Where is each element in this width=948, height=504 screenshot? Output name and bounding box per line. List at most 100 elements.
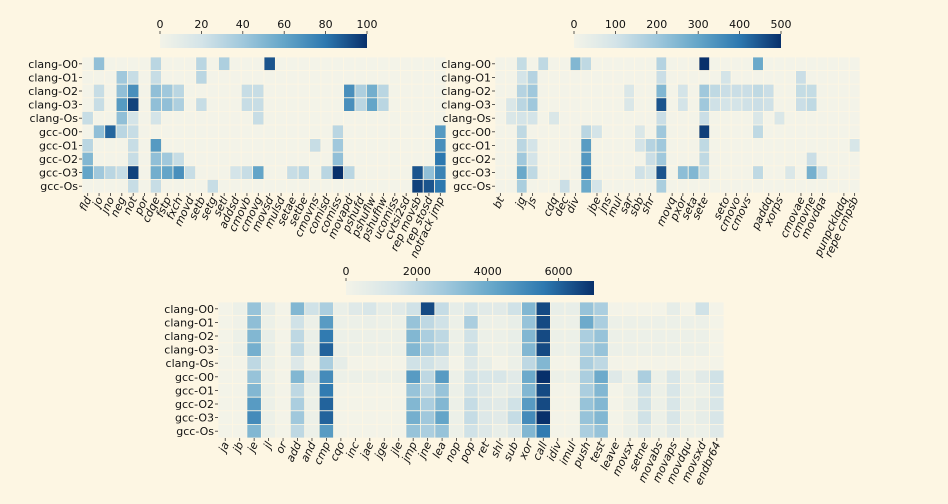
- heatmap-cell: [434, 138, 447, 153]
- heatmap-cell: [506, 355, 523, 371]
- heatmap-cell: [286, 83, 299, 99]
- heatmap-cell: [434, 165, 447, 180]
- heatmap-cell: [217, 396, 233, 412]
- heatmap-cell: [172, 70, 185, 85]
- heatmap-cell: [580, 151, 593, 167]
- heatmap-cell: [680, 423, 696, 439]
- heatmap-cell: [655, 111, 668, 126]
- heatmap-cell: [419, 315, 436, 330]
- heatmap-cell: [795, 124, 807, 140]
- heatmap-cell: [362, 423, 378, 439]
- heatmap-cell: [506, 301, 523, 317]
- heatmap-cell: [309, 70, 322, 85]
- heatmap-cell: [376, 369, 392, 385]
- heatmap-cell: [463, 328, 479, 344]
- heatmap-cell: [762, 56, 775, 72]
- heatmap-cell: [687, 83, 700, 99]
- panel-top-left: clang-O0clang-O1clang-O2clang-O3clang-Os…: [28, 18, 447, 260]
- heatmap-cell: [419, 342, 436, 357]
- heatmap-cell: [622, 396, 638, 412]
- heatmap-cell: [550, 355, 566, 371]
- heatmap-cell: [601, 111, 614, 126]
- heatmap-cell: [331, 70, 345, 85]
- heatmap-cell: [730, 165, 743, 180]
- heatmap-cell: [848, 111, 861, 126]
- heatmap-cell: [720, 70, 732, 85]
- heatmap-cell: [149, 178, 163, 194]
- heatmap-cell: [506, 383, 523, 398]
- heatmap-cell: [172, 178, 185, 194]
- heatmap-cell: [644, 124, 657, 140]
- heatmap-cell: [289, 315, 306, 330]
- column-label: div: [563, 194, 582, 215]
- colorbar-tick-label: 300: [688, 18, 709, 31]
- heatmap-cell: [607, 410, 624, 425]
- heatmap-cell: [762, 138, 775, 153]
- heatmap-cell: [377, 151, 390, 167]
- heatmap-cell: [623, 70, 635, 85]
- row-label: gcc-O0: [452, 126, 491, 139]
- row-label: clang-O1: [441, 71, 491, 84]
- heatmap-cell: [289, 396, 306, 412]
- heatmap-cell: [365, 178, 379, 194]
- heatmap-cell: [805, 178, 818, 194]
- heatmap-cell: [411, 151, 424, 167]
- heatmap-cell: [816, 97, 829, 112]
- heatmap-cell: [318, 396, 335, 412]
- colorbar: [160, 34, 367, 48]
- heatmap-cell: [183, 111, 197, 126]
- heatmap-cell: [526, 138, 539, 153]
- heatmap-cell: [92, 97, 106, 112]
- heatmap-cell: [709, 111, 721, 126]
- row-label: gcc-O0: [175, 371, 214, 384]
- heatmap-cell: [376, 315, 392, 330]
- heatmap-cell: [127, 83, 140, 99]
- heatmap-cell: [612, 83, 625, 99]
- heatmap-cell: [634, 56, 646, 72]
- heatmap-cell: [698, 97, 711, 112]
- heatmap-cell: [741, 151, 754, 167]
- heatmap-cell: [593, 369, 609, 385]
- heatmap-cell: [434, 369, 450, 385]
- heatmap-cell: [343, 111, 356, 126]
- heatmap-cell: [115, 111, 128, 126]
- heatmap-cell: [333, 410, 349, 425]
- heatmap-cell: [593, 342, 609, 357]
- heatmap-cell: [286, 138, 299, 153]
- heatmap-cell: [104, 178, 117, 194]
- heatmap-cell: [636, 369, 653, 385]
- heatmap-cell: [550, 410, 566, 425]
- heatmap-cell: [362, 383, 378, 398]
- heatmap-cell: [506, 315, 523, 330]
- heatmap-cell: [422, 56, 436, 72]
- heatmap-cell: [795, 111, 807, 126]
- heatmap-cell: [274, 151, 288, 167]
- heatmap-cell: [333, 369, 349, 385]
- heatmap-cell: [347, 410, 363, 425]
- heatmap-cell: [848, 151, 861, 167]
- row-label: clang-O0: [164, 303, 214, 316]
- heatmap-cell: [579, 423, 595, 439]
- heatmap-cell: [535, 369, 551, 385]
- heatmap-cell: [274, 138, 288, 153]
- heatmap-cell: [709, 410, 725, 425]
- heatmap-cell: [494, 83, 507, 99]
- heatmap-cell: [347, 383, 363, 398]
- heatmap-cell: [580, 83, 593, 99]
- heatmap-cell: [81, 138, 94, 153]
- heatmap-cell: [161, 124, 174, 140]
- heatmap-cell: [333, 383, 349, 398]
- heatmap-cell: [665, 383, 682, 398]
- heatmap-cell: [816, 70, 829, 85]
- heatmap-cell: [548, 70, 560, 85]
- heatmap-cell: [400, 124, 413, 140]
- heatmap-cell: [762, 97, 775, 112]
- heatmap-cell: [477, 301, 494, 317]
- heatmap-cell: [564, 369, 580, 385]
- heatmap-cell: [516, 165, 528, 180]
- heatmap-cell: [388, 151, 401, 167]
- heatmap-cell: [331, 111, 345, 126]
- heatmap-cell: [115, 165, 128, 180]
- heatmap-cell: [651, 355, 667, 371]
- colorbar-tick-label: 20: [194, 18, 208, 31]
